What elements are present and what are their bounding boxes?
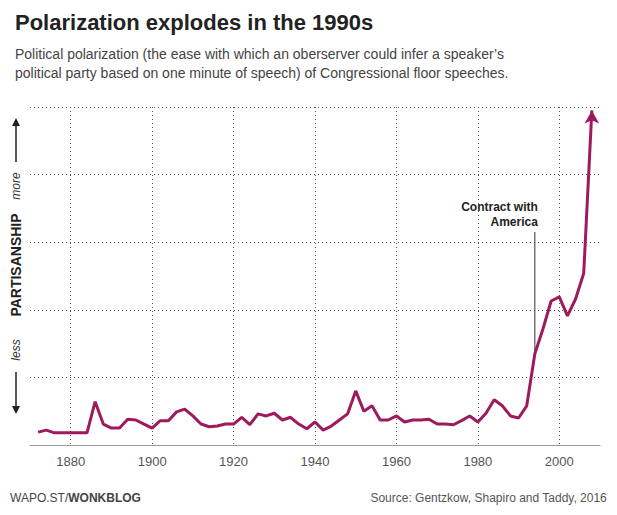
svg-text:1980: 1980 [463, 454, 492, 469]
svg-text:2000: 2000 [545, 454, 574, 469]
svg-text:1880: 1880 [56, 454, 85, 469]
svg-text:WAPO.ST/: WAPO.ST/ [10, 491, 69, 505]
svg-text:less: less [9, 339, 23, 360]
svg-text:WONKBLOG: WONKBLOG [68, 491, 141, 505]
svg-text:Polarization explodes in the 1: Polarization explodes in the 1990s [15, 10, 373, 35]
svg-text:1940: 1940 [301, 454, 330, 469]
svg-text:1960: 1960 [382, 454, 411, 469]
svg-text:1900: 1900 [138, 454, 167, 469]
svg-text:Political polarization (the ea: Political polarization (the ease with wh… [15, 46, 504, 62]
svg-text:political party based on one m: political party based on one minute of s… [15, 65, 508, 81]
svg-text:Contract with: Contract with [461, 200, 538, 214]
svg-text:PARTISANSHIP: PARTISANSHIP [8, 213, 24, 316]
svg-text:Source: Gentzkow, Shapiro and: Source: Gentzkow, Shapiro and Taddy, 201… [370, 491, 607, 505]
svg-text:more: more [9, 172, 23, 200]
svg-text:America: America [490, 215, 538, 229]
svg-text:1920: 1920 [219, 454, 248, 469]
